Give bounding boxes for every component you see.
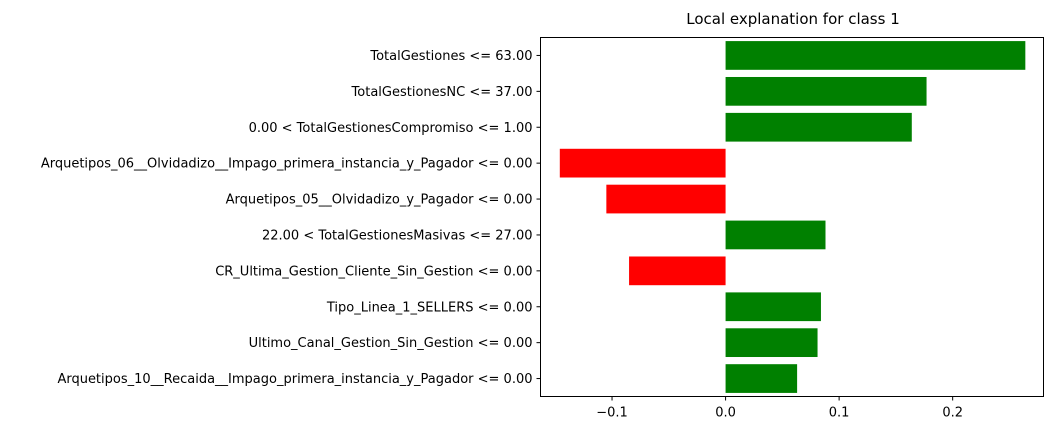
- y-tick-label: Tipo_Linea_1_SELLERS <= 0.00: [326, 300, 533, 315]
- x-tick-label: −0.1: [596, 406, 628, 421]
- y-tick-label: CR_Ultima_Gestion_Cliente_Sin_Gestion <=…: [215, 264, 532, 279]
- y-tick-label: 0.00 < TotalGestionesCompromiso <= 1.00: [249, 121, 533, 136]
- bar-2: [725, 112, 912, 142]
- y-tick-label: Arquetipos_05__Olvidadizo_y_Pagador <= 0…: [226, 193, 533, 208]
- y-tick-label: Arquetipos_06__Olvidadizo__Impago_primer…: [41, 157, 533, 172]
- chart-title: Local explanation for class 1: [686, 10, 900, 28]
- bar-0: [725, 41, 1026, 70]
- x-tick-label: 0.2: [942, 406, 963, 421]
- bar-6: [629, 256, 726, 286]
- y-tick-labels: TotalGestiones <= 63.00 TotalGestionesNC …: [41, 49, 541, 387]
- bar-1: [725, 76, 927, 106]
- y-tick-label: 22.00 < TotalGestionesMasivas <= 27.00: [262, 228, 533, 243]
- x-axis: −0.1 0.0 0.1 0.2: [596, 396, 963, 421]
- x-tick-label: 0.1: [829, 406, 850, 421]
- bar-4: [606, 184, 726, 214]
- bar-5: [725, 220, 826, 250]
- bar-9: [725, 364, 798, 393]
- bar-3: [559, 148, 726, 178]
- y-tick-label: Arquetipos_10__Recaida__Impago_primera_i…: [57, 372, 532, 387]
- bar-7: [725, 292, 821, 322]
- y-tick-label: TotalGestiones <= 63.00: [369, 49, 532, 64]
- y-tick-label: TotalGestionesNC <= 37.00: [351, 85, 533, 100]
- bars-group: [559, 41, 1026, 393]
- y-tick-label: Ultimo_Canal_Gestion_Sin_Gestion <= 0.00: [249, 336, 533, 351]
- bar-8: [725, 328, 818, 358]
- x-tick-label: 0.0: [715, 406, 736, 421]
- plot-frame: [540, 37, 1044, 397]
